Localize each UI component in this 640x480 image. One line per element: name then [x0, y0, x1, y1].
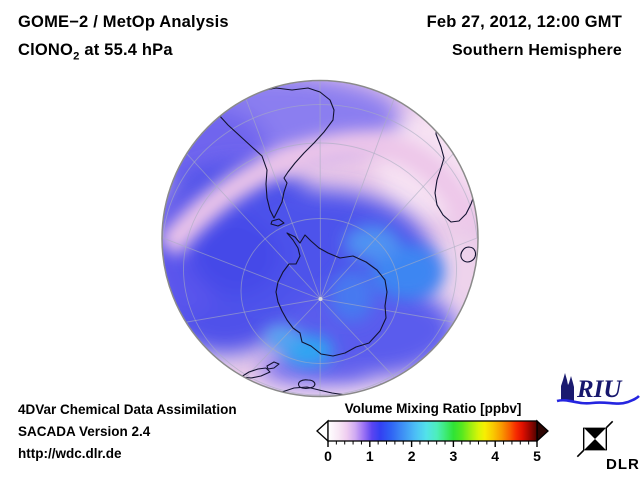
attribution-line2: SACADA Version 2.4: [18, 424, 151, 439]
dlr-logo: DLR: [576, 420, 640, 472]
colorbar-tick-label: 2: [407, 448, 416, 464]
attribution-line1: 4DVar Chemical Data Assimilation: [18, 402, 237, 417]
graticule: [162, 81, 478, 396]
species-prefix: ClONO: [18, 41, 74, 59]
attribution-url: http://wdc.dlr.de: [18, 446, 122, 461]
colorbar-tick-label: 5: [533, 448, 541, 464]
coast-new-zealand-north: [266, 361, 280, 370]
colorbar-ticks: [327, 441, 538, 447]
coast-tasmania: [298, 379, 316, 389]
title-instrument: GOME−2 / MetOp Analysis: [18, 13, 229, 31]
colorbar-underflow-arrow: [316, 419, 329, 443]
colorbar-overflow-arrow: [536, 419, 549, 443]
coast-madagascar: [460, 246, 477, 263]
colorbar-title: Volume Mixing Ratio [ppbv]: [344, 401, 522, 416]
species-subscript: 2: [73, 50, 80, 63]
colorbar-gradient-bar: [327, 420, 538, 442]
colorbar: [316, 419, 549, 447]
colorbar-tick-label: 4: [491, 448, 500, 464]
colorbar-tick-labels: 0 1 2 3 4 5: [0, 448, 640, 466]
title-species: ClONO2 at 55.4 hPa: [18, 41, 173, 62]
coast-antarctica: [275, 232, 388, 357]
riu-logo: RIU: [556, 373, 640, 405]
dlr-wordmark: DLR: [606, 456, 640, 472]
species-suffix: at 55.4 hPa: [79, 41, 173, 59]
colorbar-tick-label: 1: [365, 448, 374, 464]
riu-wave-icon: [556, 395, 640, 405]
graticule-meridians: [162, 81, 478, 396]
coast-south-america: [217, 87, 335, 219]
globe-rim: [161, 79, 479, 398]
riu-wordmark: RIU: [576, 376, 623, 403]
coast-new-zealand-south: [240, 367, 271, 379]
cathedral-icon: [561, 373, 574, 401]
dlr-emblem-icon: [576, 420, 614, 458]
south-pole-point: [318, 297, 323, 301]
colorbar-tick-label: 0: [324, 448, 332, 464]
title-hemisphere: Southern Hemisphere: [451, 42, 622, 59]
vmr-pink-band: [162, 131, 478, 257]
coast-tierra-del-fuego: [270, 218, 285, 227]
title-datetime: Feb 27, 2012, 12:00 GMT: [426, 13, 622, 31]
colorbar-tick-label: 3: [449, 448, 458, 464]
